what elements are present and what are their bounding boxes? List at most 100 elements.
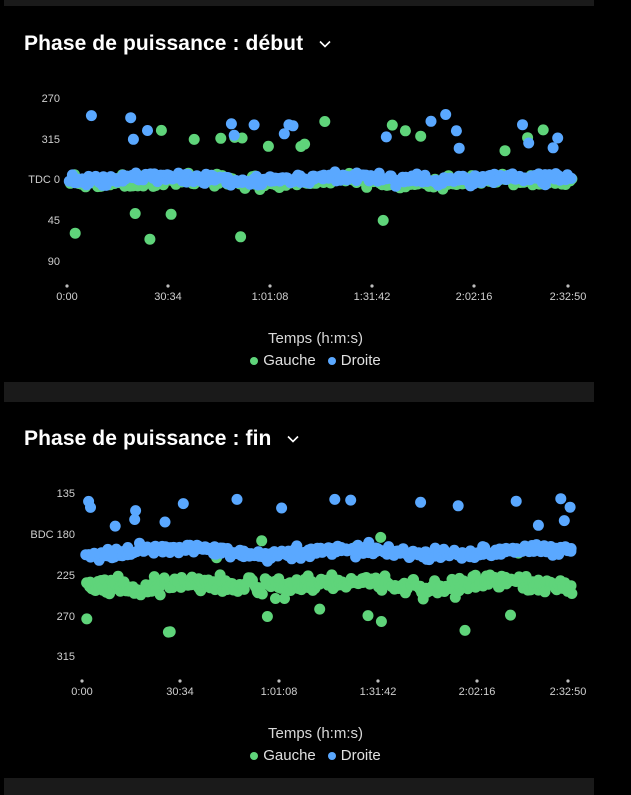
chart-2-title: Phase de puissance : fin [24, 427, 272, 450]
point-right [565, 545, 577, 557]
x-tick-label: 30:34 [166, 686, 194, 698]
x-tick-label: 1:01:08 [261, 686, 298, 698]
x-tick-mark [472, 284, 476, 288]
point-left [566, 588, 578, 599]
point-left [314, 603, 326, 615]
point-right [345, 494, 357, 506]
legend-item-left[interactable]: Gauche [250, 747, 316, 764]
point-left [215, 132, 227, 144]
chart-2-x-axis-label: Temps (h:m:s) [267, 725, 363, 742]
point-left [262, 140, 274, 152]
chevron-down-icon[interactable] [285, 431, 301, 447]
point-left [299, 138, 311, 150]
legend-item-left[interactable]: Gauche [250, 352, 316, 369]
y-tick-label: 90 [48, 256, 60, 268]
point-left [188, 133, 200, 145]
point-left [399, 125, 411, 137]
point-right [287, 120, 299, 132]
point-left [386, 119, 398, 131]
x-tick-mark [80, 679, 84, 683]
point-left [376, 584, 388, 596]
chart-2-header[interactable]: Phase de puissance : fin [24, 427, 301, 451]
x-tick-mark [566, 679, 570, 683]
point-left [499, 145, 511, 157]
x-tick-mark [370, 284, 374, 288]
point-left [81, 613, 93, 625]
point-left [195, 585, 207, 597]
chart-1-plot: 270 315 TDC 0 45 90 0:00 30:34 1:01:08 1:31:42 2:… [28, 93, 587, 303]
point-right [129, 514, 141, 525]
point-right [177, 498, 189, 510]
point-right [453, 142, 465, 154]
y-tick-label: 270 [57, 611, 75, 623]
point-right [552, 132, 564, 144]
point-left [319, 116, 331, 127]
top-separator [4, 0, 594, 6]
x-tick-mark [166, 284, 170, 288]
y-tick-label: 225 [57, 570, 75, 582]
chart-1-x-axis-label: Temps (h:m:s) [267, 330, 363, 347]
point-left [235, 231, 247, 243]
legend-item-right[interactable]: Droite [327, 352, 381, 369]
point-left [270, 593, 281, 604]
legend-dot-right [327, 356, 336, 365]
chevron-down-icon[interactable] [317, 36, 333, 52]
point-right [85, 501, 96, 513]
point-left [537, 124, 549, 136]
legend-dot-left [250, 356, 259, 365]
point-left [375, 616, 387, 627]
point-right [440, 109, 452, 120]
point-left [165, 208, 177, 220]
x-tick-mark [277, 679, 281, 683]
x-tick-label: 0:00 [56, 291, 77, 303]
point-left [279, 593, 290, 604]
point-left [375, 531, 387, 543]
point-right [159, 516, 171, 528]
point-left [415, 130, 427, 142]
x-tick-mark [268, 284, 272, 288]
point-left [256, 535, 268, 547]
point-right [452, 500, 464, 512]
point-left [370, 572, 382, 584]
point-left [164, 626, 176, 638]
point-right [555, 493, 567, 505]
point-left [69, 227, 81, 239]
chart-2-legend: Gauche Droite [0, 747, 631, 764]
x-tick-mark [566, 284, 570, 288]
point-right [450, 125, 462, 137]
point-right [278, 128, 290, 140]
point-right [329, 493, 341, 505]
point-right [231, 493, 243, 505]
chart-1-header[interactable]: Phase de puissance : début [24, 32, 333, 56]
x-tick-label: 1:01:08 [252, 291, 289, 303]
y-tick-label: TDC 0 [28, 174, 60, 186]
legend-item-right[interactable]: Droite [327, 747, 381, 764]
legend-dot-right [327, 751, 336, 760]
chart-1-title: Phase de puissance : début [24, 32, 304, 55]
point-right [127, 133, 139, 145]
point-left [505, 609, 516, 621]
y-tick-label: 270 [42, 93, 60, 105]
point-left [158, 572, 170, 584]
point-right [523, 137, 535, 149]
legend-label-left: Gauche [263, 747, 316, 764]
point-right [532, 519, 544, 531]
point-right [225, 118, 237, 130]
point-left [459, 624, 471, 636]
point-left [362, 610, 374, 622]
x-tick-mark [475, 679, 479, 683]
point-right [425, 115, 437, 127]
x-tick-label: 0:00 [71, 686, 92, 698]
point-right [565, 172, 577, 184]
point-left [155, 124, 167, 136]
legend-dot-left [250, 751, 259, 760]
scatter-points [80, 493, 578, 638]
point-right [85, 110, 97, 122]
point-left [261, 611, 273, 622]
legend-label-right: Droite [340, 352, 381, 369]
point-right [130, 505, 142, 517]
point-right [142, 125, 153, 136]
x-tick-label: 30:34 [154, 291, 182, 303]
y-tick-label: 45 [48, 215, 60, 227]
x-tick-label: 2:32:50 [550, 291, 587, 303]
